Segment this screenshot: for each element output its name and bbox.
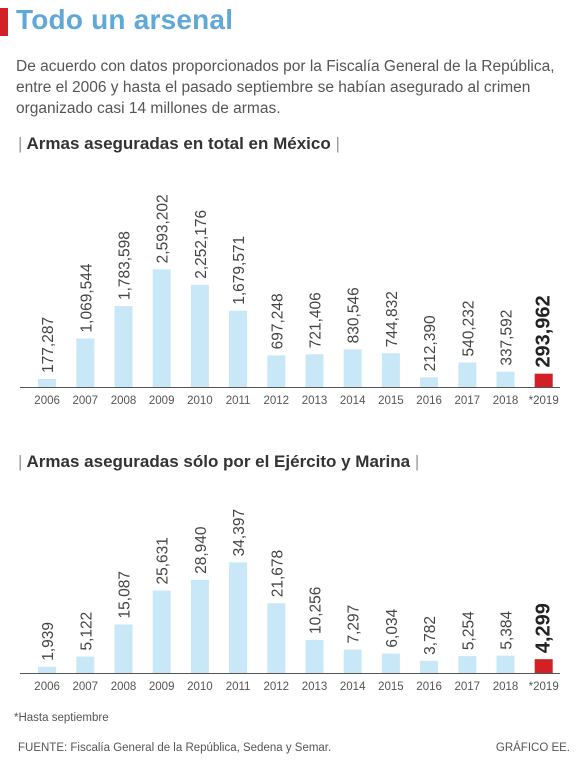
bar-2016 (420, 377, 439, 387)
bar-2015 (381, 653, 400, 673)
title-accent-bar (0, 8, 8, 36)
value-label: 5,254 (460, 611, 477, 650)
bar-2008 (114, 306, 133, 387)
chart-1-heading: | Armas aseguradas en total en México | (18, 134, 340, 153)
graphic-credit: GRÁFICO EE. (495, 742, 570, 754)
year-tick-label: 2015 (378, 395, 404, 407)
bar-2007 (76, 656, 95, 673)
year-tick-label: 2012 (264, 681, 290, 693)
bar-2006 (38, 666, 57, 673)
value-label: 21,678 (269, 550, 286, 597)
chart-1-title: Armas aseguradas en total en México (26, 134, 331, 153)
bar-2012 (267, 603, 286, 673)
value-label: 1,783,598 (117, 231, 134, 300)
chart-total-mexico: 177,287 2006 1,069,544 2007 1,783,598 2008 2,5… (20, 194, 560, 407)
bar-2018 (496, 655, 515, 673)
year-tick-label: 2011 (226, 681, 251, 693)
year-tick-label: 2016 (416, 681, 442, 693)
bar-2010 (190, 579, 209, 673)
value-label: 4,299 (533, 603, 555, 653)
bar-2015 (381, 353, 400, 387)
bar-2017 (458, 656, 477, 673)
chart-ejercito-marina: 1,939 2006 5,122 2007 15,087 2008 25,631 2009 28… (20, 509, 560, 693)
year-tick-label: 2010 (187, 681, 213, 693)
year-tick-label: 2018 (493, 395, 519, 407)
value-label: 337,592 (499, 310, 516, 366)
value-label: 5,122 (78, 612, 95, 651)
value-label: 540,232 (460, 300, 477, 356)
year-tick-label: 2006 (34, 395, 60, 407)
value-label: 34,397 (231, 509, 248, 556)
value-label: 6,034 (384, 608, 401, 647)
year-tick-label: 2006 (34, 681, 60, 693)
value-label: 212,390 (422, 315, 439, 371)
chart-2-title: Armas aseguradas sólo por el Ejército y … (26, 452, 411, 471)
intro-text: De acuerdo con datos proporcionados por … (16, 58, 555, 117)
bar-2006 (38, 378, 57, 387)
year-tick-label: 2018 (493, 681, 519, 693)
year-tick-label: 2014 (340, 395, 366, 407)
value-label: 744,832 (384, 291, 401, 347)
value-label: 2,252,176 (193, 210, 210, 279)
year-tick-label: 2007 (73, 395, 99, 407)
value-label: 293,962 (533, 295, 555, 367)
value-label: 721,406 (308, 292, 325, 348)
value-label: 1,679,571 (231, 236, 248, 305)
chart-2-heading: | Armas aseguradas sólo por el Ejército … (18, 452, 420, 471)
value-label: 830,546 (346, 287, 363, 343)
bar-2007 (76, 338, 95, 387)
year-tick-label: 2017 (455, 681, 481, 693)
bar-2013 (305, 354, 324, 387)
value-label: 15,087 (117, 571, 134, 618)
year-tick-label: 2017 (455, 395, 481, 407)
bar-2011 (229, 562, 248, 673)
value-label: 5,384 (499, 611, 516, 650)
year-tick-label: 2007 (73, 681, 99, 693)
year-tick-label: *2019 (529, 395, 559, 407)
year-tick-label: 2014 (340, 681, 366, 693)
year-tick-label: 2013 (302, 395, 328, 407)
year-tick-label: 2009 (149, 395, 175, 407)
value-label: 2,593,202 (155, 194, 172, 263)
value-label: 177,287 (40, 317, 57, 373)
value-label: 25,631 (155, 537, 172, 584)
year-tick-label: 2008 (111, 395, 137, 407)
bar-2018 (496, 371, 515, 387)
year-tick-label: 2008 (111, 681, 137, 693)
year-tick-label: 2013 (302, 681, 328, 693)
value-label: 697,248 (269, 293, 286, 349)
bar-2008 (114, 624, 133, 673)
bar-2010 (190, 284, 209, 387)
value-label: 3,782 (422, 616, 439, 655)
year-tick-label: 2010 (187, 395, 213, 407)
value-label: 1,939 (40, 622, 57, 661)
page-title: Todo un arsenal (16, 4, 234, 35)
value-label: 7,297 (346, 605, 363, 644)
bar-2016 (420, 660, 439, 673)
year-tick-label: 2016 (416, 395, 442, 407)
source-note: FUENTE: Fiscalía General de la República… (18, 742, 332, 754)
bar-2019 (534, 659, 553, 673)
bar-2014 (343, 649, 362, 673)
year-tick-label: 2011 (226, 395, 251, 407)
year-tick-label: 2009 (149, 681, 175, 693)
bar-2017 (458, 362, 477, 387)
bar-2019 (534, 373, 553, 387)
bar-2009 (152, 269, 171, 387)
bar-2011 (229, 310, 248, 387)
year-tick-label: *2019 (529, 681, 559, 693)
footnote: *Hasta septiembre (14, 712, 109, 724)
bar-2009 (152, 590, 171, 673)
bar-2014 (343, 349, 362, 387)
value-label: 1,069,544 (78, 263, 95, 332)
bar-2012 (267, 355, 286, 387)
year-tick-label: 2012 (264, 395, 290, 407)
value-label: 10,256 (308, 587, 325, 634)
year-tick-label: 2015 (378, 681, 404, 693)
bar-2013 (305, 640, 324, 673)
value-label: 28,940 (193, 526, 210, 574)
